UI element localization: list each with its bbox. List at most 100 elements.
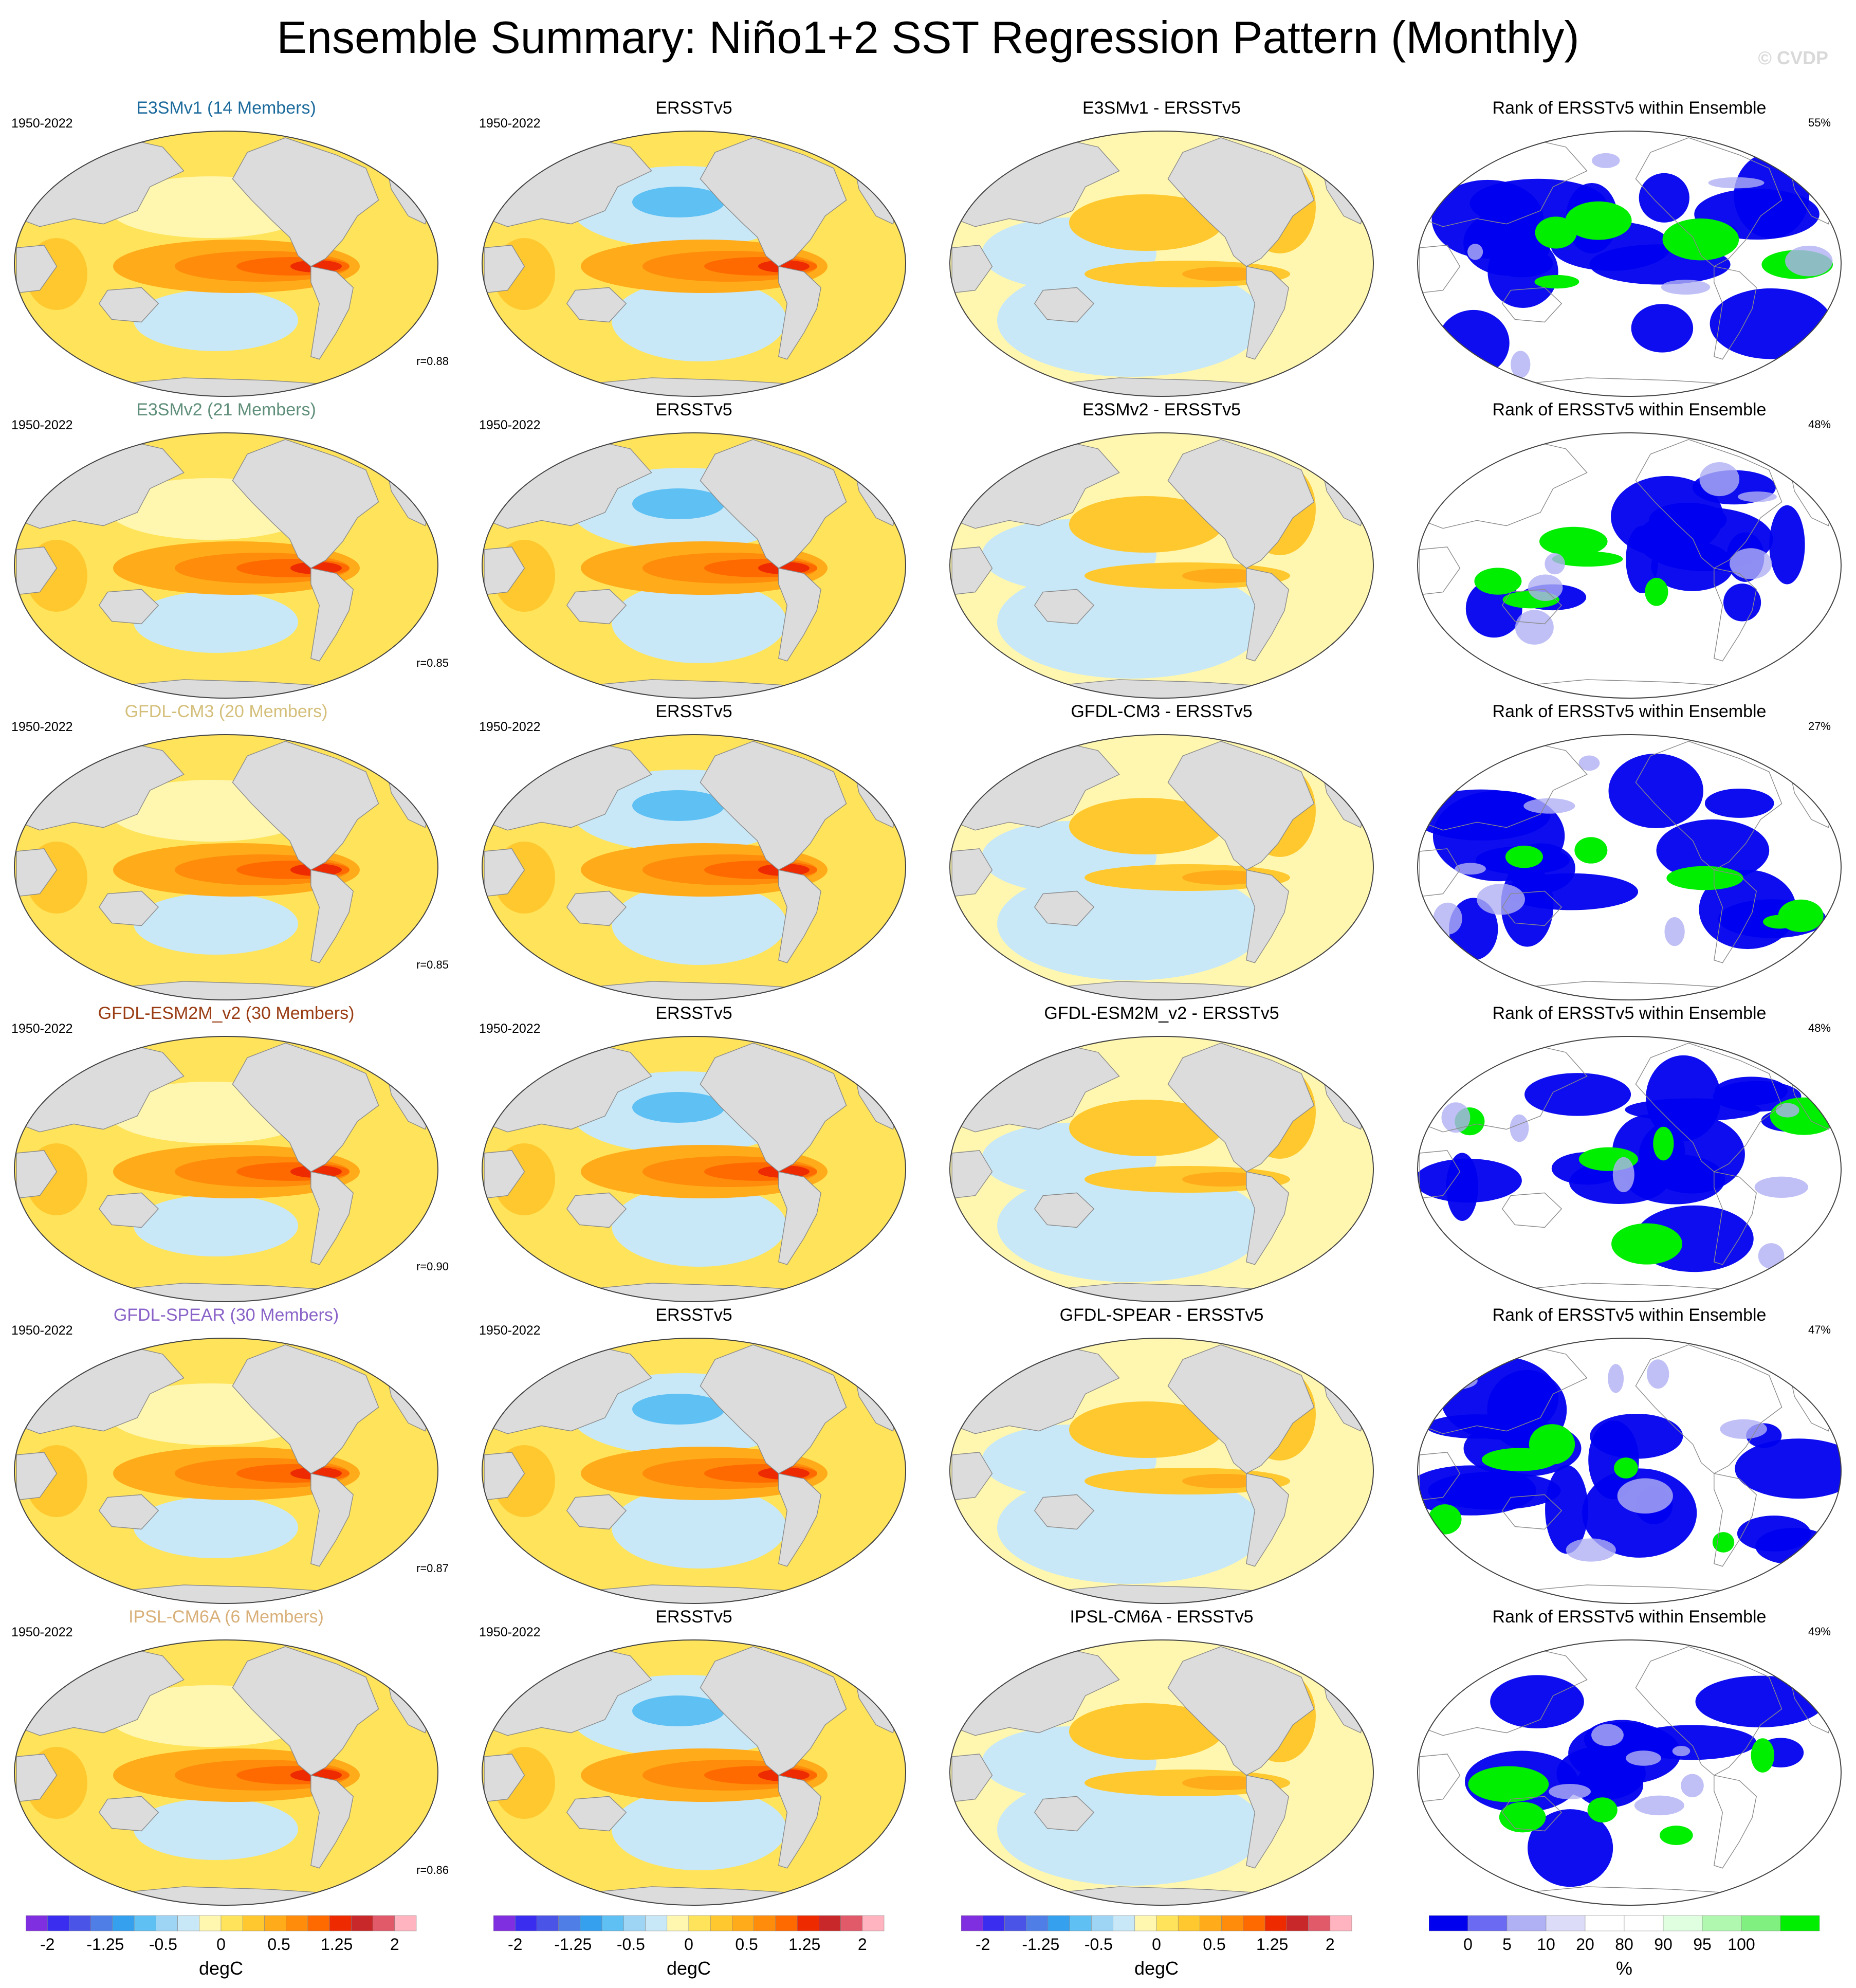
panel-title: Rank of ERSSTv5 within Ensemble: [1492, 400, 1767, 420]
colorbar-swatch: [819, 1915, 841, 1931]
rank-low-region: [1418, 1465, 1536, 1516]
world-map-rank: [1417, 1036, 1842, 1302]
rank-low-region: [1524, 1073, 1631, 1116]
panel-title: ERSSTv5: [655, 702, 732, 721]
rank-high-region: [1712, 1532, 1735, 1553]
colorbar-unit-label: degC: [198, 1958, 244, 1979]
map-field: [482, 433, 906, 698]
el-nino-core: [758, 1467, 810, 1480]
rank-low-region: [1639, 173, 1689, 223]
continent-shape: [310, 1473, 354, 1567]
rank-high-region: [1645, 577, 1668, 606]
colorbar-swatch: [840, 1915, 863, 1931]
colorbar: -2 -1.25 -0.5 0 0.5 1.25 2 degC: [961, 1913, 1403, 1985]
colorbar-unit-label: degC: [1134, 1958, 1179, 1979]
rank-mid-region: [1754, 1176, 1808, 1198]
period-label: 1950-2022: [11, 720, 73, 734]
continent-shape: [310, 266, 354, 360]
map-border: [949, 432, 1374, 699]
el-nino-core: [290, 864, 342, 876]
rank-mid-region: [1785, 245, 1833, 277]
rank-low-region: [1656, 819, 1770, 882]
pattern-correlation-label: r=0.86: [416, 1864, 449, 1876]
rank-high-region: [1770, 1097, 1838, 1135]
colorbar-swatch: [961, 1915, 983, 1931]
colorbar-swatch: [1287, 1915, 1309, 1931]
warm-anomaly-region: [1069, 1703, 1223, 1760]
period-label: 1950-2022: [11, 1022, 73, 1036]
colorbar: 0 5 10 20 80 90 95 100%: [1429, 1913, 1856, 1985]
map-field: [482, 1338, 906, 1603]
map-border: [1417, 1036, 1842, 1302]
colorbar-swatch: [1048, 1915, 1070, 1931]
rank-mid-region: [1433, 902, 1462, 935]
colorbar-swatch: [514, 1915, 537, 1931]
continent-shape: [310, 568, 354, 662]
colorbar: -2 -1.25 -0.5 0 0.5 1.25 2 degC: [493, 1913, 935, 1985]
warm-anomaly-region: [1182, 1474, 1264, 1488]
el-nino-core: [758, 1165, 810, 1178]
colorbar-swatch: [286, 1915, 308, 1931]
continent-shape: [98, 1796, 159, 1832]
rank-low-region: [1490, 1675, 1584, 1729]
panel-title: ERSSTv5: [655, 400, 732, 420]
colorbar-swatch: [90, 1915, 113, 1931]
continent-shape: [1246, 869, 1289, 963]
continent-shape: [310, 1775, 354, 1869]
rank-mid-region: [1699, 462, 1740, 497]
cool-anomaly-region: [612, 883, 786, 965]
continent-shape: [98, 890, 159, 926]
panel-title: GFDL-ESM2M_v2 (30 Members): [98, 1004, 355, 1023]
map-border: [14, 1036, 438, 1302]
map-field: [950, 433, 1373, 698]
continent-shape: [778, 1473, 821, 1567]
rank-low-region: [1710, 288, 1832, 359]
colorbar-swatch: [1330, 1915, 1352, 1931]
rank-mid-region: [1515, 610, 1554, 645]
rank-mid-region: [1634, 1795, 1684, 1816]
rank-high-region: [1529, 1424, 1575, 1465]
panel-title: Rank of ERSSTv5 within Ensemble: [1492, 1607, 1767, 1627]
panel-title: GFDL-SPEAR - ERSSTv5: [1059, 1305, 1264, 1325]
rank-mid-region: [1664, 917, 1685, 946]
map-panel-obs: ERSSTv5 1950-2022: [473, 700, 915, 1004]
map-panel-model: GFDL-CM3 (20 Members) 1950-2022 r=0.85: [5, 700, 449, 1004]
warm-anomaly-region: [1069, 496, 1223, 553]
map-panel-obs: ERSSTv5 1950-2022: [473, 398, 915, 702]
continent-shape: [1714, 568, 1757, 662]
pattern-correlation-label: r=0.85: [416, 958, 449, 971]
map-panel-model: GFDL-ESM2M_v2 (30 Members) 1950-2022 r=0.9…: [5, 1002, 449, 1305]
world-map-rank: [1417, 1639, 1842, 1906]
map-border: [482, 432, 906, 699]
cool-anomaly-region: [612, 279, 786, 361]
colorbar-swatch: [1026, 1915, 1049, 1931]
continent-shape: [778, 568, 821, 662]
pattern-correlation-label: r=0.90: [416, 1260, 449, 1273]
map-border: [949, 131, 1374, 397]
map-border: [14, 1639, 438, 1906]
colorbar-swatch: [667, 1915, 689, 1931]
map-border: [1417, 1338, 1842, 1604]
world-map-obs: [482, 131, 906, 397]
colorbar-swatch: [329, 1915, 352, 1931]
colorbar-swatch: [112, 1915, 135, 1931]
colorbar-swatch: [1178, 1915, 1200, 1931]
world-map-obs: [482, 432, 906, 699]
panel-title: Rank of ERSSTv5 within Ensemble: [1492, 702, 1767, 721]
colorbar-tick-label: 1.25: [321, 1935, 353, 1954]
colorbar-swatch: [394, 1915, 417, 1931]
rank-mid-region: [1612, 1157, 1634, 1193]
warm-anomaly-region: [1069, 798, 1223, 854]
colorbar-swatch: [1264, 1915, 1287, 1931]
map-border: [949, 1036, 1374, 1302]
map-field: [1418, 131, 1841, 396]
colorbar-swatch: [1467, 1915, 1508, 1931]
map-panel-obs: ERSSTv5 1950-2022: [473, 1606, 915, 1909]
continent-shape: [1501, 890, 1563, 926]
map-border: [14, 432, 438, 699]
colorbar: -2 -1.25 -0.5 0 0.5 1.25 2 degC: [26, 1913, 468, 1985]
colorbar-swatch: [373, 1915, 395, 1931]
colorbar-swatch: [351, 1915, 373, 1931]
colorbar-tick-label: 10: [1537, 1935, 1555, 1954]
map-field: [482, 1036, 906, 1302]
